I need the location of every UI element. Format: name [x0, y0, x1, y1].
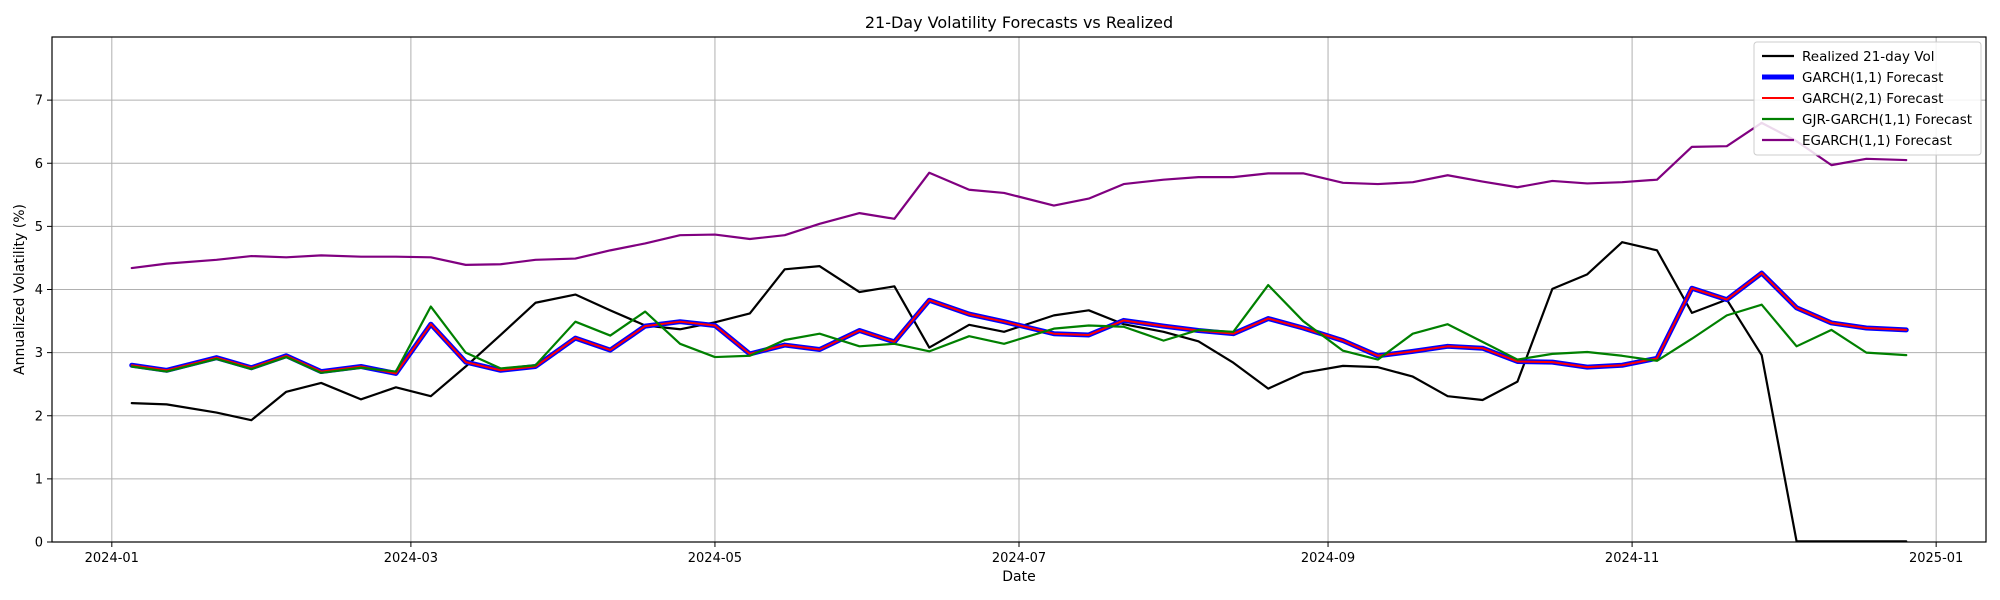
y-tick-label: 3 — [35, 346, 43, 361]
legend-label-1: GARCH(1,1) Forecast — [1802, 70, 1943, 86]
x-tick-label: 2024-05 — [688, 551, 742, 566]
x-axis-ticks: 2024-01 2024-03 2024-05 2024-07 2024-09 2024-… — [85, 542, 1963, 566]
x-tick-label: 2024-11 — [1605, 551, 1659, 566]
y-tick-label: 5 — [35, 220, 43, 235]
legend-label-3: GJR-GARCH(1,1) Forecast — [1802, 112, 1972, 128]
legend-box — [1753, 41, 1982, 156]
legend-label-4: EGARCH(1,1) Forecast — [1802, 133, 1952, 149]
y-tick-label: 6 — [35, 157, 43, 172]
series-line-4 — [130, 121, 1908, 270]
x-tick-label: 2024-01 — [85, 551, 139, 566]
x-tick-label: 2025-01 — [1909, 551, 1963, 566]
y-axis-ticks: 0 1 2 3 4 5 6 7 — [35, 94, 52, 551]
x-tick-label: 2024-09 — [1301, 551, 1355, 566]
y-tick-label: 2 — [35, 409, 43, 424]
series-line-3 — [130, 283, 1908, 374]
legend-label-2: GARCH(2,1) Forecast — [1802, 91, 1943, 107]
y-tick-label: 0 — [35, 536, 43, 551]
legend-label-0: Realized 21-day Vol — [1802, 49, 1934, 65]
grid-lines — [52, 37, 1986, 543]
y-tick-label: 1 — [35, 472, 43, 487]
x-axis-label: Date — [1002, 569, 1035, 585]
series-line-0 — [130, 241, 1908, 543]
series-line-2 — [130, 272, 1908, 375]
y-axis-label: Annualized Volatility (%) — [12, 204, 28, 375]
series-lines — [129, 121, 1909, 543]
legend: Realized 21-day Vol GARCH(1,1) Forecast GA… — [1753, 41, 1982, 156]
y-tick-label: 7 — [35, 94, 43, 109]
chart-title: 21-Day Volatility Forecasts vs Realized — [865, 13, 1173, 32]
x-tick-label: 2024-07 — [992, 551, 1046, 566]
x-tick-label: 2024-03 — [384, 551, 438, 566]
y-tick-label: 4 — [35, 283, 43, 298]
